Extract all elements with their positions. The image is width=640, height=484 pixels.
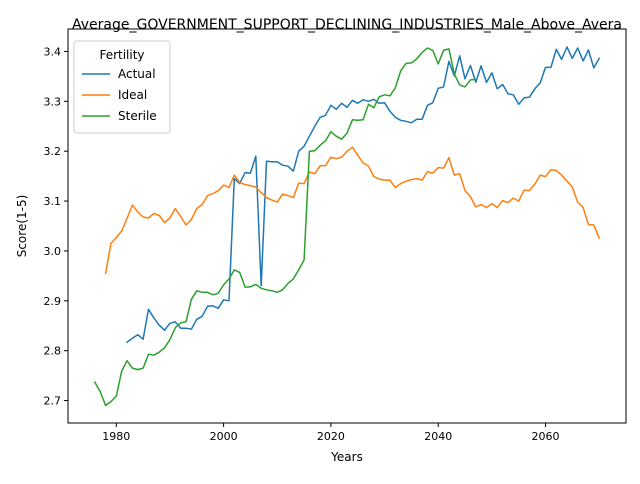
chart-title: Average_GOVERNMENT_SUPPORT_DECLINING_IND… — [72, 17, 622, 33]
legend-box — [73, 40, 171, 134]
legend-label-ideal: Ideal — [118, 88, 147, 102]
y-axis-label: Score(1-5) — [15, 195, 29, 258]
y-tick-label: 3.0 — [44, 245, 62, 258]
y-tick-label: 3.3 — [44, 95, 62, 108]
legend-title: Fertility — [99, 48, 144, 62]
x-tick-label: 2060 — [532, 430, 560, 443]
y-axis: 2.7 2.8 2.9 3.0 3.1 3.2 3.3 3.4 — [44, 45, 68, 408]
y-tick-label: 2.9 — [44, 295, 62, 308]
y-tick-label: 3.1 — [44, 195, 62, 208]
plot-area — [93, 46, 601, 407]
legend: Fertility Actual Ideal Sterile — [73, 40, 171, 134]
y-tick-label: 3.4 — [44, 45, 62, 58]
x-axis-label: Years — [330, 450, 363, 464]
x-tick-label: 2020 — [317, 430, 345, 443]
axes-frame — [67, 28, 627, 424]
y-tick-label: 3.2 — [44, 145, 62, 158]
y-tick-label: 2.7 — [44, 395, 62, 408]
x-tick-label: 1980 — [102, 430, 130, 443]
series-line-actual — [125, 46, 601, 344]
legend-items: Actual Ideal Sterile — [82, 67, 157, 123]
series-line-ideal — [104, 146, 601, 275]
legend-label-sterile: Sterile — [118, 109, 157, 123]
x-tick-label: 2000 — [210, 430, 238, 443]
x-tick-label: 2040 — [424, 430, 452, 443]
legend-label-actual: Actual — [118, 67, 156, 81]
x-axis: 1980 2000 2020 2040 2060 — [102, 423, 560, 443]
series-line-sterile — [93, 47, 477, 407]
y-tick-label: 2.8 — [44, 345, 62, 358]
